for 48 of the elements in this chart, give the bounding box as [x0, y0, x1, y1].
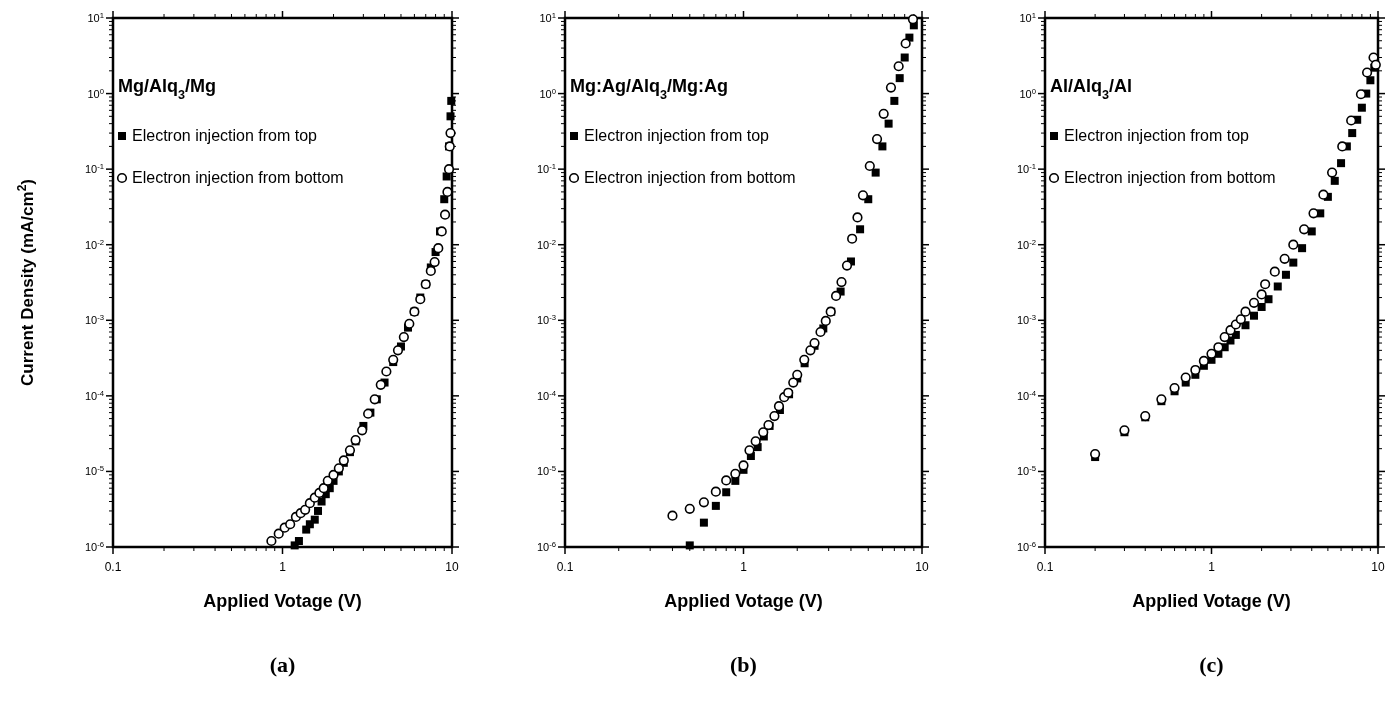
- x-tick-label: 0.1: [104, 560, 122, 574]
- x-tick-label: 0.1: [1036, 560, 1054, 574]
- legend-label: Electron injection from top: [584, 127, 770, 144]
- y-tick-label: 10$^{-3}$: [1016, 312, 1036, 327]
- y-tick-label: 10$^{-3}$: [84, 312, 104, 327]
- x-tick-label: 10: [1371, 560, 1385, 574]
- x-tick-label: 0.1: [556, 560, 574, 574]
- y-tick-label: 10$^{0}$: [87, 86, 104, 100]
- legend-label: Electron injection from bottom: [1064, 169, 1276, 186]
- x-tick-label: 1: [1208, 560, 1216, 574]
- text: (b): [730, 652, 757, 677]
- x-tick-label: 10: [915, 560, 929, 574]
- y-tick-label: 10$^{-2}$: [84, 237, 104, 251]
- y-tick-label: 10$^{-4}$: [84, 388, 105, 402]
- x-axis-title: Applied Votage (V): [1132, 591, 1291, 611]
- y-tick-label: 10$^{-1}$: [536, 161, 556, 176]
- y-tick-label: 10$^{-2}$: [536, 237, 556, 251]
- y-tick-label: 10$^{0}$: [1019, 86, 1036, 100]
- y-tick-label: 10$^{1}$: [87, 10, 104, 24]
- legend-label: Electron injection from bottom: [132, 169, 344, 186]
- legend-title: Mg:Ag/Alq$_{3}$/Mg:Ag: [570, 76, 728, 102]
- y-tick-label: 10$^{-5}$: [84, 463, 104, 478]
- y-tick-label: 10$^{-6}$: [1016, 539, 1036, 553]
- y-tick-label: 10$^{0}$: [539, 86, 556, 100]
- y-tick-label: 10$^{1}$: [539, 10, 556, 24]
- x-tick-label: 1: [740, 560, 748, 574]
- x-axis-title: Applied Votage (V): [664, 591, 823, 611]
- x-tick-label: 1: [279, 560, 287, 574]
- y-tick-label: 10$^{-2}$: [1016, 237, 1036, 251]
- y-tick-label: 10$^{-3}$: [536, 312, 556, 327]
- legend-title: Mg/Alq$_{3}$/Mg: [118, 76, 217, 102]
- y-tick-label: 10$^{-1}$: [84, 161, 104, 176]
- text: (a): [269, 652, 296, 677]
- text: (c): [1199, 652, 1224, 677]
- y-tick-label: 10$^{-4}$: [1016, 388, 1037, 402]
- y-tick-label: 10$^{-6}$: [84, 539, 104, 553]
- legend-label: Electron injection from top: [132, 127, 318, 144]
- y-tick-label: 10$^{1}$: [1019, 10, 1036, 24]
- y-tick-label: 10$^{-6}$: [536, 539, 556, 553]
- legend-title: Al/Alq$_{3}$/Al: [1050, 76, 1133, 102]
- y-tick-label: 10$^{-1}$: [1016, 161, 1036, 176]
- legend-label: Electron injection from bottom: [584, 169, 796, 186]
- x-tick-label: 10: [445, 560, 459, 574]
- y-tick-label: 10$^{-5}$: [1016, 463, 1036, 478]
- y-tick-label: 10$^{-4}$: [536, 388, 557, 402]
- y-tick-label: 10$^{-5}$: [536, 463, 556, 478]
- legend-label: Electron injection from top: [1064, 127, 1250, 144]
- x-axis-title: Applied Votage (V): [203, 591, 362, 611]
